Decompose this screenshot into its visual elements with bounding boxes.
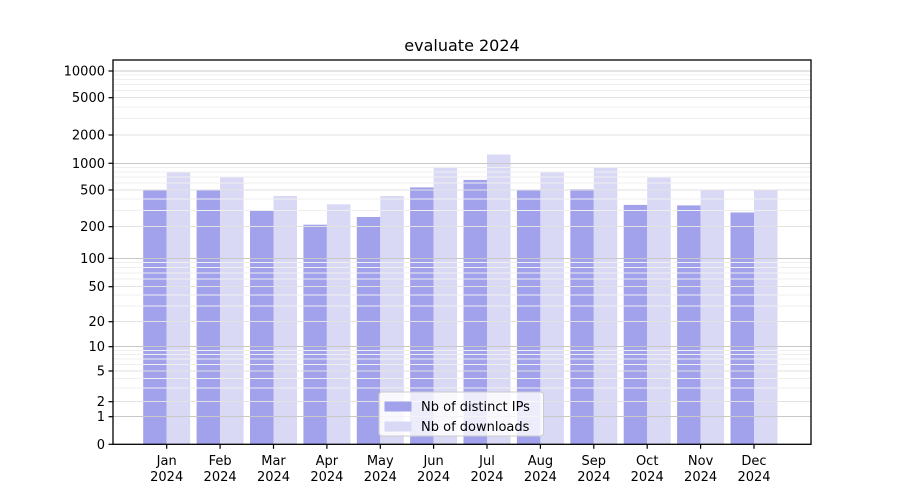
x-tick-label-feb: Feb	[209, 454, 232, 469]
x-tick-year-sep: 2024	[577, 470, 610, 485]
bar-feb-distinct-ips	[196, 190, 221, 445]
legend: Nb of distinct IPs Nb of downloads	[378, 391, 544, 437]
legend-swatch-downloads-icon	[384, 421, 412, 432]
x-tick-label-may: May	[367, 454, 394, 469]
y-tick-label-2: 2	[97, 395, 105, 410]
bar-jun-downloads	[433, 166, 458, 445]
x-tick-label-jun: Jun	[422, 454, 443, 469]
x-tick-label-apr: Apr	[316, 454, 339, 469]
x-tick-year-aug: 2024	[524, 470, 557, 485]
x-tick-label-aug: Aug	[528, 454, 553, 469]
y-tick-label-20: 20	[88, 315, 105, 330]
y-tick-label-0: 0	[97, 438, 105, 453]
legend-label-downloads: Nb of downloads	[421, 420, 530, 435]
x-tick-year-may: 2024	[364, 470, 397, 485]
x-tick-label-dec: Dec	[741, 454, 766, 469]
bar-oct-distinct-ips	[623, 204, 648, 445]
bar-mar-distinct-ips	[250, 210, 274, 445]
y-tick-label-2000: 2000	[72, 129, 105, 144]
axis-labels: 012510205010020050010002000500010000Jan2…	[64, 65, 771, 486]
bar-nov-distinct-ips	[677, 205, 701, 445]
legend-label-distinct-ips: Nb of distinct IPs	[421, 400, 530, 415]
gridlines	[113, 70, 811, 418]
legend-swatch-distinct-ips-icon	[384, 401, 412, 412]
y-tick-label-1000: 1000	[72, 157, 105, 172]
x-tick-year-dec: 2024	[737, 470, 770, 485]
y-tick-label-5000: 5000	[72, 91, 105, 106]
bar-aug-downloads	[540, 172, 564, 445]
bar-may-distinct-ips	[356, 217, 381, 445]
plot-border	[112, 59, 812, 445]
y-tick-label-5: 5	[97, 365, 105, 380]
x-tick-year-apr: 2024	[310, 470, 343, 485]
bar-jun-distinct-ips	[410, 187, 434, 445]
bar-jan-downloads	[166, 172, 191, 445]
x-tick-year-mar: 2024	[257, 470, 290, 485]
y-tick-label-200: 200	[80, 220, 105, 235]
bar-apr-distinct-ips	[303, 224, 327, 445]
x-tick-label-mar: Mar	[261, 454, 286, 469]
x-tick-label-nov: Nov	[688, 454, 714, 469]
x-tick-label-oct: Oct	[636, 454, 658, 469]
x-tick-label-sep: Sep	[582, 454, 607, 469]
y-tick-label-50: 50	[88, 280, 105, 295]
axes	[108, 59, 812, 449]
plot-area: 012510205010020050010002000500010000Jan2…	[64, 59, 812, 486]
x-tick-year-feb: 2024	[204, 470, 237, 485]
bar-nov-downloads	[700, 190, 725, 445]
y-tick-label-1: 1	[97, 410, 105, 425]
x-tick-year-jul: 2024	[470, 470, 503, 485]
bar-jan-distinct-ips	[143, 189, 167, 445]
bar-dec-downloads	[754, 189, 778, 445]
x-tick-label-jul: Jul	[478, 454, 495, 469]
y-tick-label-10: 10	[88, 340, 105, 355]
y-tick-label-500: 500	[80, 184, 105, 199]
legend-box	[378, 391, 544, 437]
bar-dec-distinct-ips	[730, 212, 754, 445]
x-tick-year-oct: 2024	[631, 470, 664, 485]
x-tick-year-nov: 2024	[684, 470, 717, 485]
bar-sep-distinct-ips	[570, 189, 594, 445]
bar-oct-downloads	[647, 177, 671, 445]
x-tick-year-jun: 2024	[417, 470, 450, 485]
x-tick-label-jan: Jan	[156, 454, 177, 469]
bar-apr-downloads	[326, 204, 351, 445]
bar-mar-downloads	[273, 196, 297, 445]
y-tick-label-10000: 10000	[64, 65, 105, 80]
bar-aug-distinct-ips	[516, 190, 541, 445]
x-tick-year-jan: 2024	[150, 470, 183, 485]
bar-feb-downloads	[220, 177, 244, 445]
chart-title: evaluate 2024	[404, 36, 519, 55]
y-tick-label-100: 100	[80, 252, 105, 267]
